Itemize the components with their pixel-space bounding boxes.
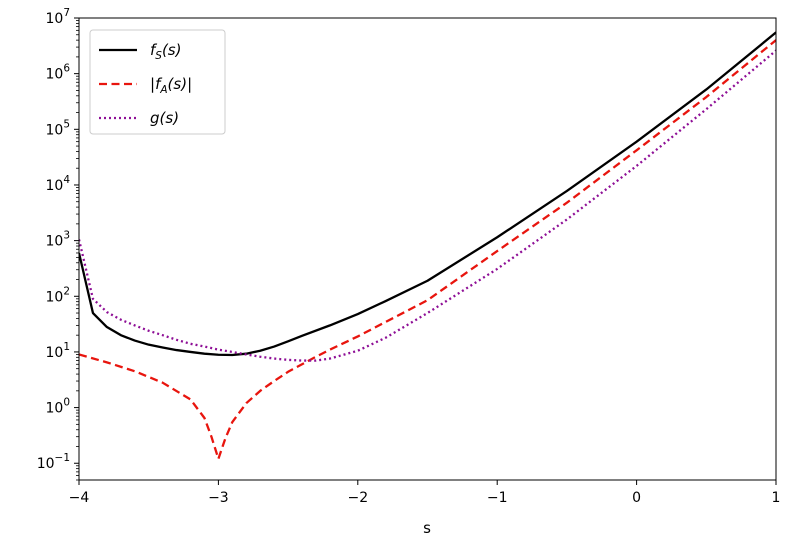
y-tick-base: 10	[45, 401, 63, 417]
y-tick-base: 10	[45, 345, 63, 361]
y-tick-label: 10−1	[37, 452, 70, 472]
legend-symbol: f	[150, 41, 158, 59]
legend-label-3: g(s)	[150, 109, 179, 127]
legend-subscript: A	[159, 84, 167, 96]
legend-label-2: |fA(s)|	[150, 75, 192, 96]
y-tick-base: 10	[45, 178, 63, 194]
x-tick-label: −2	[347, 490, 368, 506]
legend-box	[89, 29, 226, 135]
legend-subscript: S	[155, 50, 162, 62]
x-axis: −4 −3 −2 −1 0 1	[69, 480, 781, 506]
y-tick-exponent: 2	[63, 285, 70, 297]
y-tick-label: 107	[45, 7, 70, 27]
y-tick-exponent: 5	[63, 118, 70, 130]
series-line-2	[79, 39, 776, 460]
x-tick-label: −4	[69, 490, 90, 506]
legend-symbol: g	[150, 109, 160, 127]
y-tick-base: 10	[45, 289, 63, 305]
x-tick-label: −3	[208, 490, 229, 506]
y-tick-label: 101	[45, 341, 70, 361]
y-tick-label: 105	[45, 118, 70, 138]
legend-suffix: |	[187, 75, 192, 93]
y-tick-exponent: 7	[63, 7, 70, 19]
y-tick-label: 106	[45, 63, 70, 83]
legend-argument: (s)	[160, 109, 180, 127]
y-tick-label: 104	[45, 174, 70, 194]
series-line-3	[79, 49, 776, 362]
y-tick-exponent: 3	[63, 230, 70, 242]
series-line-1	[79, 31, 776, 357]
x-tick-label: 0	[632, 490, 641, 506]
y-tick-base: 10	[45, 234, 63, 250]
legend-symbol: f	[155, 75, 163, 93]
y-tick-base: 10	[45, 67, 63, 83]
y-tick-exponent: −1	[55, 452, 70, 464]
legend-argument: (s)	[168, 75, 188, 93]
y-tick-label: 102	[45, 285, 70, 305]
x-tick-label: −1	[487, 490, 508, 506]
legend-prefix: |	[150, 75, 155, 93]
y-tick-base: 10	[45, 11, 63, 27]
series-layer	[79, 31, 776, 460]
x-tick-label: 1	[772, 490, 781, 506]
x-axis-label: s	[423, 519, 431, 537]
y-tick-label: 103	[45, 230, 70, 250]
y-tick-base: 10	[45, 122, 63, 138]
legend-argument: (s)	[162, 41, 182, 59]
y-tick-exponent: 1	[63, 341, 70, 353]
legend-label-1: fS(s)	[150, 41, 181, 62]
y-tick-label: 100	[45, 397, 70, 417]
y-tick-exponent: 4	[63, 174, 70, 186]
y-tick-exponent: 6	[63, 63, 70, 75]
legend: fS(s)|fA(s)|g(s)	[89, 29, 226, 135]
y-tick-exponent: 0	[63, 397, 70, 409]
y-tick-base: 10	[37, 456, 55, 472]
